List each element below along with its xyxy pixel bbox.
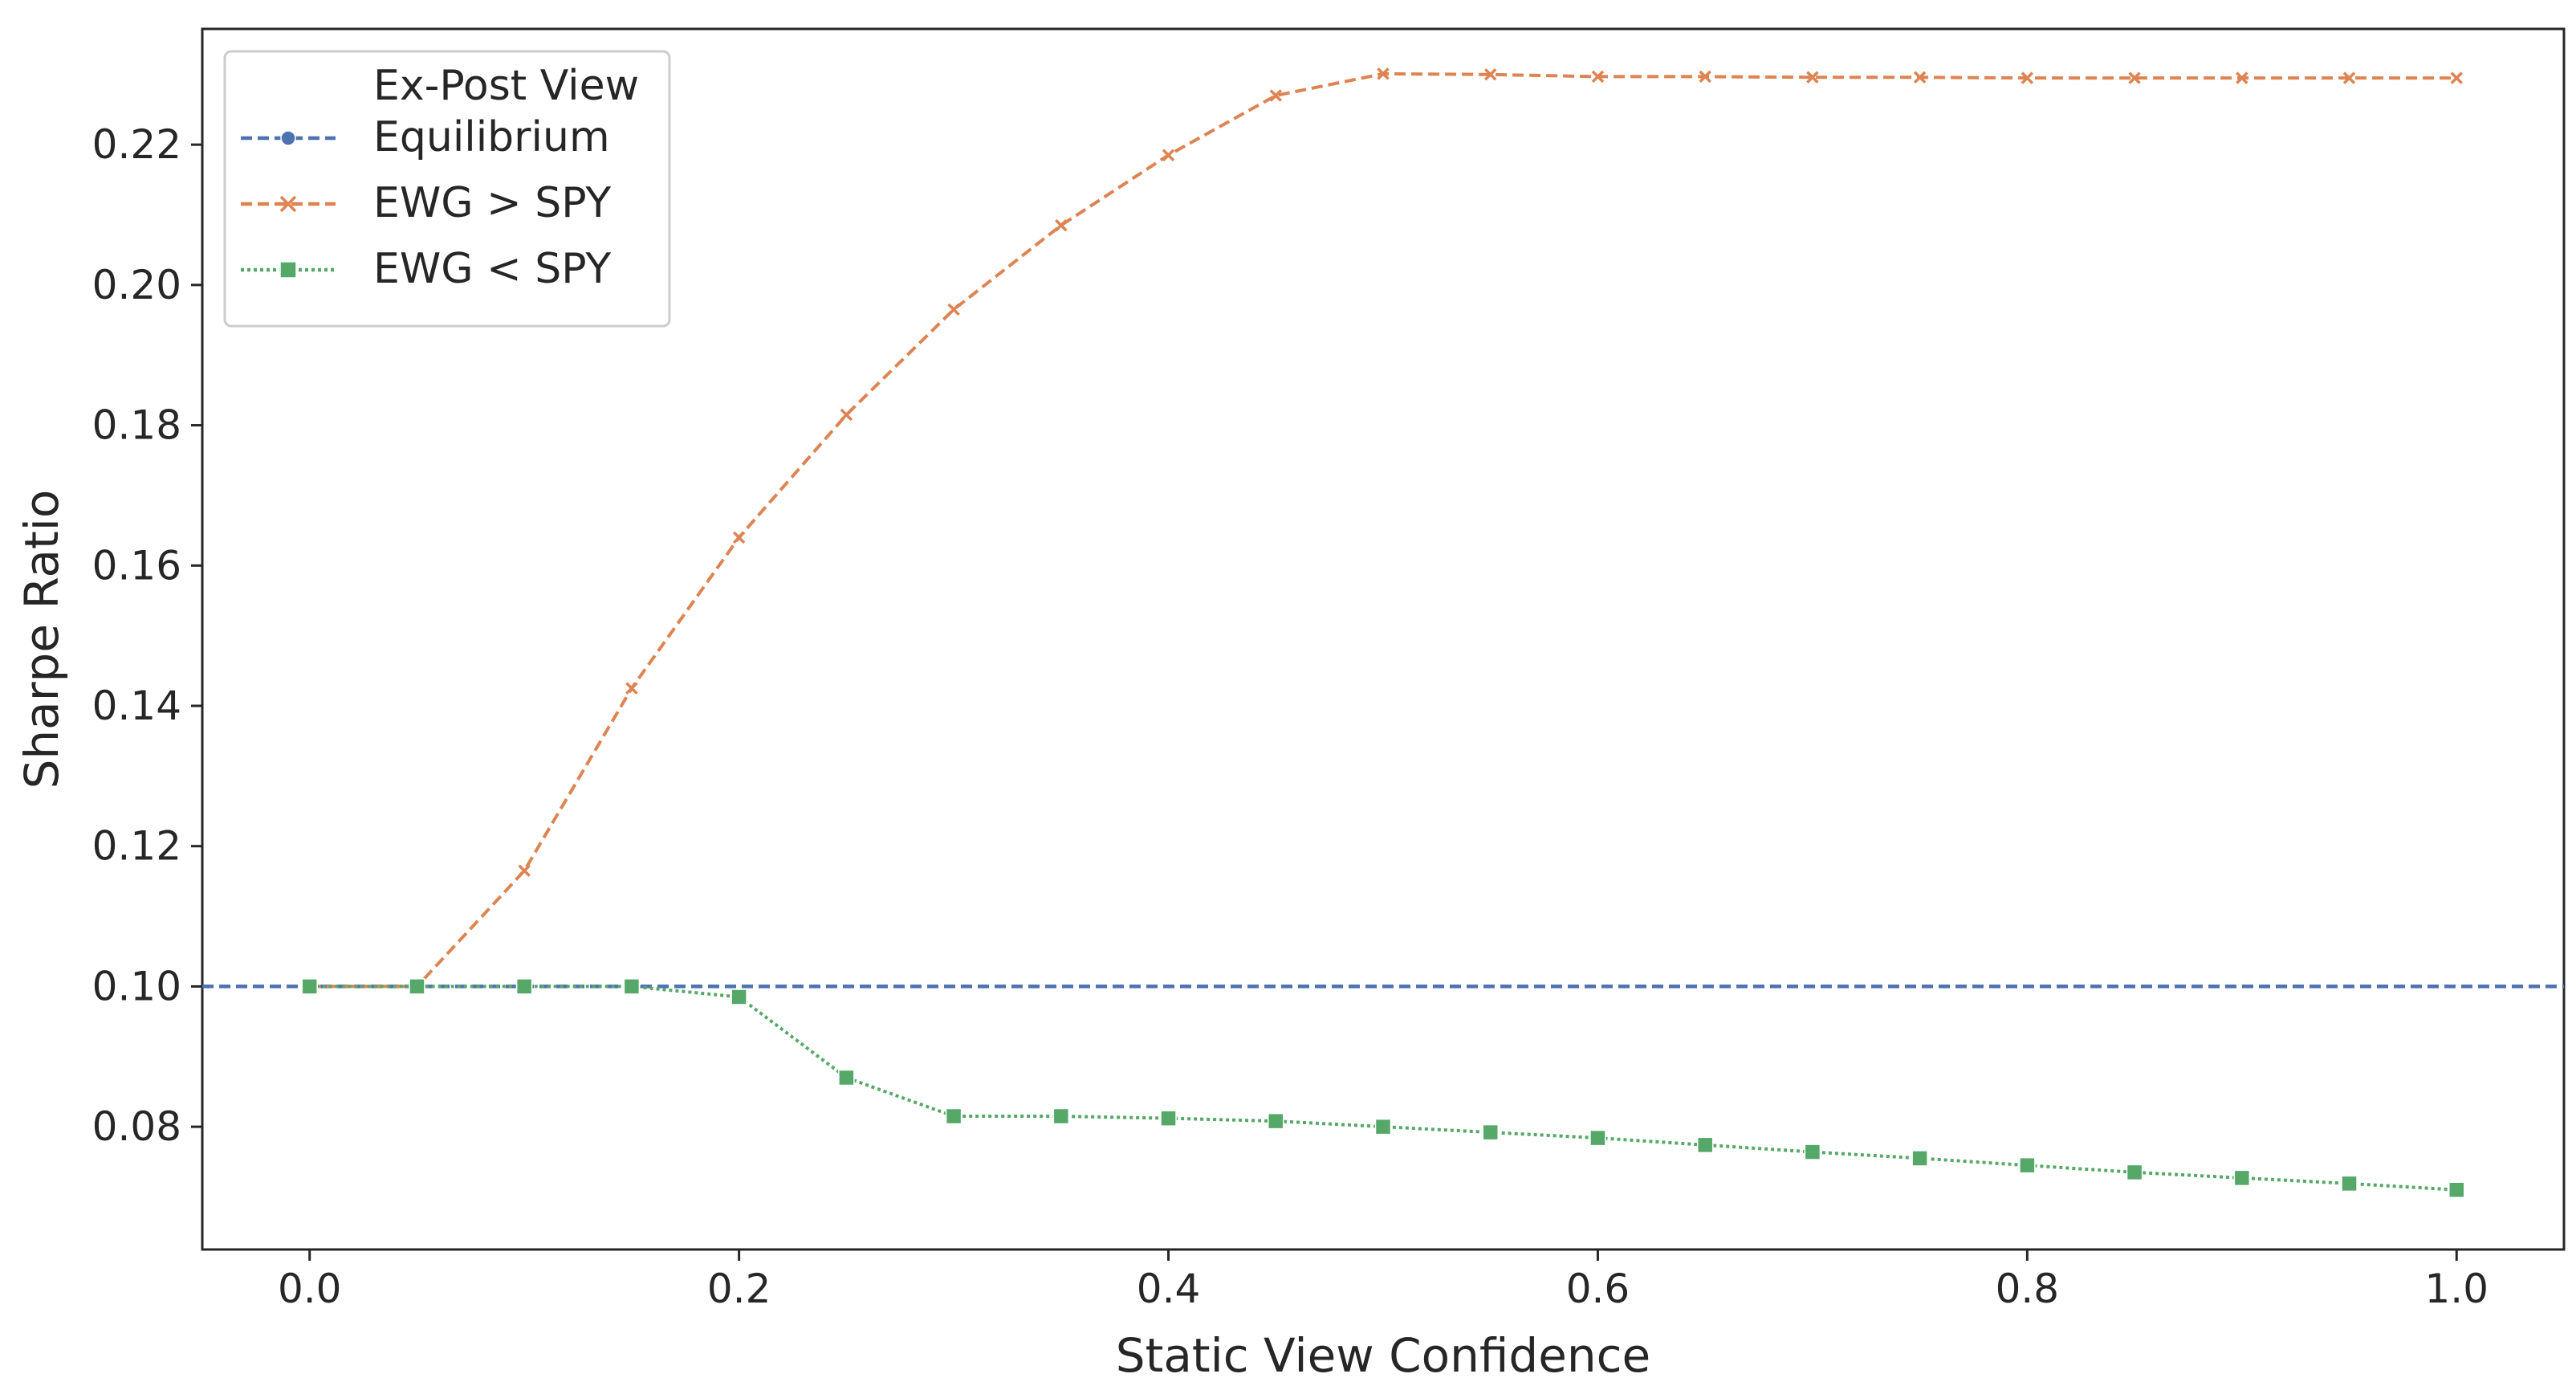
- data-point: [945, 1107, 962, 1125]
- data-point: [1377, 67, 1390, 80]
- data-point: [1696, 1136, 1714, 1154]
- x-tick-label: 0.0: [278, 1266, 342, 1312]
- data-point: [2450, 71, 2464, 84]
- y-axis-ticks: 0.08 0.10 0.12 0.14 0.16 0.18 0.20 0.22: [92, 121, 202, 1150]
- series-layer: [202, 67, 2564, 1198]
- data-point: [409, 978, 425, 995]
- data-point: [732, 531, 746, 544]
- x-tick-label: 0.2: [707, 1266, 771, 1312]
- series-2: [301, 978, 2465, 1198]
- legend-swatch-marker: [279, 261, 297, 279]
- data-point: [1162, 149, 1175, 161]
- legend: Ex-Post View Equilibrium EWG > SPY EWG < S…: [223, 50, 671, 328]
- data-point: [947, 303, 960, 316]
- data-point: [515, 978, 533, 995]
- data-point: [623, 978, 641, 995]
- legend-swatch-marker: [280, 130, 296, 146]
- data-point: [1055, 218, 1068, 232]
- x-tick-label: 0.8: [1996, 1266, 2060, 1312]
- legend-box: [223, 50, 671, 328]
- legend-item: Equilibrium: [241, 113, 610, 161]
- data-point: [2021, 71, 2034, 84]
- legend-label: EWG < SPY: [373, 245, 611, 293]
- legend-item: EWG > SPY: [241, 179, 611, 227]
- legend-label: Equilibrium: [373, 113, 610, 161]
- data-point: [1913, 71, 1927, 84]
- series-line: [309, 985, 2457, 1192]
- y-tick-label: 0.12: [92, 823, 181, 870]
- data-point: [1483, 68, 1497, 81]
- data-point: [1268, 1112, 1284, 1130]
- data-point: [2236, 71, 2248, 84]
- data-point: [2019, 1156, 2036, 1174]
- y-tick-label: 0.22: [92, 121, 181, 168]
- data-point: [1482, 1123, 1499, 1141]
- data-point: [1591, 70, 1605, 84]
- y-axis-title: Sharpe Ratio: [14, 490, 69, 789]
- y-tick-label: 0.14: [92, 683, 181, 729]
- x-tick-label: 0.4: [1137, 1266, 1201, 1312]
- legend-label: EWG > SPY: [373, 179, 611, 227]
- data-point: [2448, 1181, 2465, 1198]
- data-point: [2341, 1175, 2358, 1192]
- x-tick-label: 1.0: [2425, 1266, 2489, 1312]
- x-tick-label: 0.6: [1566, 1266, 1630, 1312]
- data-point: [1699, 70, 1711, 84]
- data-point: [730, 989, 747, 1005]
- data-point: [2126, 1164, 2143, 1181]
- data-point: [1806, 71, 1819, 84]
- y-tick-label: 0.10: [92, 963, 181, 1009]
- y-tick-label: 0.20: [92, 262, 181, 308]
- y-tick-label: 0.08: [92, 1103, 181, 1150]
- legend-items: Equilibrium EWG > SPY EWG < SPY: [241, 113, 611, 293]
- y-tick-label: 0.16: [92, 542, 181, 589]
- y-tick-label: 0.18: [92, 402, 181, 449]
- legend-swatch-marker: [279, 195, 297, 213]
- data-point: [2128, 71, 2141, 84]
- data-point: [1804, 1144, 1821, 1160]
- data-point: [1269, 89, 1283, 102]
- data-point: [625, 682, 638, 695]
- data-point: [1374, 1118, 1392, 1135]
- data-point: [2342, 71, 2356, 84]
- data-point: [518, 864, 531, 878]
- data-point: [2233, 1169, 2251, 1187]
- data-point: [301, 978, 318, 995]
- data-point: [1911, 1150, 1928, 1167]
- x-axis-title: Static View Confidence: [1116, 1328, 1650, 1382]
- data-point: [1589, 1129, 1606, 1147]
- data-point: [1160, 1110, 1177, 1127]
- x-axis-ticks: 0.0 0.2 0.4 0.6 0.8 1.0: [278, 1250, 2489, 1312]
- data-point: [1052, 1107, 1070, 1125]
- legend-title: Ex-Post View: [373, 62, 639, 110]
- data-point: [838, 1069, 855, 1086]
- legend-item: EWG < SPY: [241, 245, 611, 293]
- data-point: [840, 408, 853, 422]
